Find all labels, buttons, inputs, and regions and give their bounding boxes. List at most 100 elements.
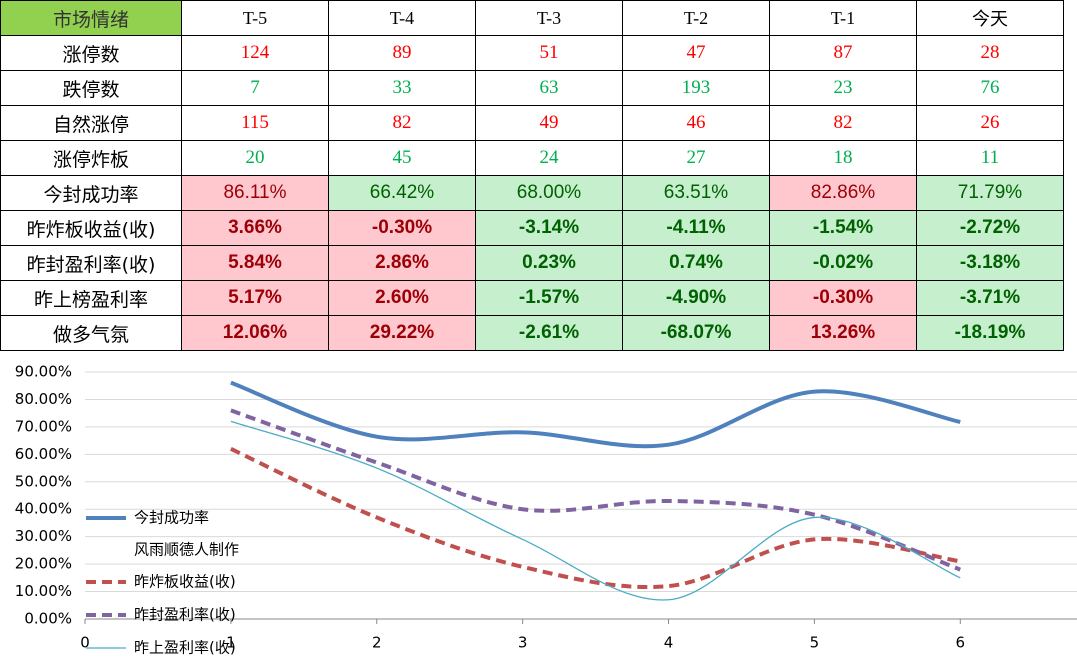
table-cell: 45 bbox=[328, 140, 476, 176]
y-tick-label: 20.00% bbox=[15, 555, 72, 573]
table-cell: 49 bbox=[475, 105, 623, 141]
table-cell: 86.11% bbox=[181, 175, 329, 211]
y-tick-label: 0.00% bbox=[24, 610, 72, 628]
x-tick-label: 4 bbox=[664, 634, 674, 652]
table-cell: 46 bbox=[622, 105, 770, 141]
table-cell: -18.19% bbox=[916, 315, 1064, 351]
table-cell: 82 bbox=[328, 105, 476, 141]
table-cell: 0.23% bbox=[475, 245, 623, 281]
header-cell: T-2 bbox=[622, 0, 770, 36]
table-cell: -68.07% bbox=[622, 315, 770, 351]
row-label: 跌停数 bbox=[0, 70, 182, 106]
row-label: 昨炸板收益(收) bbox=[0, 210, 182, 246]
table-cell: 63 bbox=[475, 70, 623, 106]
legend-label: 昨上盈利率(收) bbox=[134, 639, 236, 657]
table-row: 今封成功率 86.11% 66.42% 68.00% 63.51% 82.86% 71.79… bbox=[0, 175, 1064, 211]
row-label: 今封成功率 bbox=[0, 175, 182, 211]
y-tick-label: 40.00% bbox=[15, 500, 72, 518]
table-cell: 33 bbox=[328, 70, 476, 106]
table-cell: 87 bbox=[769, 35, 917, 71]
table-cell: 5.17% bbox=[181, 280, 329, 316]
row-label: 涨停炸板 bbox=[0, 140, 182, 176]
table-cell: 3.66% bbox=[181, 210, 329, 246]
row-label: 昨封盈利率(收) bbox=[0, 245, 182, 281]
table-cell: 89 bbox=[328, 35, 476, 71]
table-cell: 20 bbox=[181, 140, 329, 176]
table-cell: 124 bbox=[181, 35, 329, 71]
table-cell: 13.26% bbox=[769, 315, 917, 351]
table-cell: 28 bbox=[916, 35, 1064, 71]
legend-label: 昨炸板收益(收) bbox=[134, 573, 236, 591]
table-cell: 193 bbox=[622, 70, 770, 106]
table-cell: 47 bbox=[622, 35, 770, 71]
series-line bbox=[230, 408, 961, 572]
table-row: 昨上榜盈利率 5.17% 2.60% -1.57% -4.90% -0.30% -3.71% bbox=[0, 280, 1064, 316]
table-cell: -3.71% bbox=[916, 280, 1064, 316]
series-line bbox=[230, 447, 961, 590]
legend-label: 昨封盈利率(收) bbox=[134, 606, 236, 624]
row-label: 昨上榜盈利率 bbox=[0, 280, 182, 316]
x-tick-label: 6 bbox=[956, 634, 966, 652]
y-tick-label: 10.00% bbox=[15, 582, 72, 600]
table-row: 涨停炸板 20 45 24 27 18 11 bbox=[0, 140, 1064, 176]
table-cell: 12.06% bbox=[181, 315, 329, 351]
row-label: 做多气氛 bbox=[0, 315, 182, 351]
header-cell: T-3 bbox=[475, 0, 623, 36]
header-cell: T-4 bbox=[328, 0, 476, 36]
table-cell: 18 bbox=[769, 140, 917, 176]
x-tick-label: 2 bbox=[372, 634, 382, 652]
y-tick-label: 30.00% bbox=[15, 527, 72, 545]
header-cell: 市场情绪 bbox=[0, 0, 182, 36]
table-cell: 63.51% bbox=[622, 175, 770, 211]
table-cell: 68.00% bbox=[475, 175, 623, 211]
y-tick-label: 70.00% bbox=[15, 417, 72, 435]
table-cell: 76 bbox=[916, 70, 1064, 106]
series-line bbox=[230, 380, 961, 449]
table-cell: -2.72% bbox=[916, 210, 1064, 246]
row-label: 自然涨停 bbox=[0, 105, 182, 141]
data-table: 市场情绪 T-5 T-4 T-3 T-2 T-1 今天 涨停数 124 89 51 47 87 28 跌停数… bbox=[0, 0, 1064, 351]
table-row: 涨停数 124 89 51 47 87 28 bbox=[0, 35, 1064, 71]
table-cell: 82.86% bbox=[769, 175, 917, 211]
table-cell: -3.18% bbox=[916, 245, 1064, 281]
x-tick-label: 3 bbox=[518, 634, 528, 652]
legend-label: 今封成功率 bbox=[134, 509, 209, 527]
table-cell: 2.86% bbox=[328, 245, 476, 281]
table-cell: 115 bbox=[181, 105, 329, 141]
y-tick-label: 60.00% bbox=[15, 445, 72, 463]
table-row: 昨封盈利率(收) 5.84% 2.86% 0.23% 0.74% -0.02% -3.18% bbox=[0, 245, 1064, 281]
table-cell: 51 bbox=[475, 35, 623, 71]
table-cell: -1.57% bbox=[475, 280, 623, 316]
table-cell: 29.22% bbox=[328, 315, 476, 351]
table-cell: 71.79% bbox=[916, 175, 1064, 211]
table-cell: 27 bbox=[622, 140, 770, 176]
y-tick-label: 80.00% bbox=[15, 390, 72, 408]
x-tick-label: 5 bbox=[810, 634, 820, 652]
x-tick-label: 0 bbox=[80, 634, 90, 652]
table-cell: 11 bbox=[916, 140, 1064, 176]
chart: 0.00% 10.00% 20.00% 30.00% 40.00% 50.00% 60.00… bbox=[15, 363, 1077, 657]
table-cell: 7 bbox=[181, 70, 329, 106]
table-cell: 5.84% bbox=[181, 245, 329, 281]
table-cell: -4.11% bbox=[622, 210, 770, 246]
table-cell: -2.61% bbox=[475, 315, 623, 351]
table-cell: -0.02% bbox=[769, 245, 917, 281]
x-tick-label: 1 bbox=[226, 634, 236, 652]
table-cell: 2.60% bbox=[328, 280, 476, 316]
y-tick-label: 50.00% bbox=[15, 472, 72, 490]
table-cell: 23 bbox=[769, 70, 917, 106]
y-tick-label: 90.00% bbox=[15, 363, 72, 381]
table-row: 自然涨停 115 82 49 46 82 26 bbox=[0, 105, 1064, 141]
table-cell: 82 bbox=[769, 105, 917, 141]
annotation: 风雨顺德人制作 bbox=[134, 541, 239, 559]
table-cell: -4.90% bbox=[622, 280, 770, 316]
header-cell: 今天 bbox=[916, 0, 1064, 36]
table-cell: 0.74% bbox=[622, 245, 770, 281]
table-cell: 66.42% bbox=[328, 175, 476, 211]
table-cell: 26 bbox=[916, 105, 1064, 141]
table-row: 昨炸板收益(收) 3.66% -0.30% -3.14% -4.11% -1.54% -2.… bbox=[0, 210, 1064, 246]
header-cell: T-1 bbox=[769, 0, 917, 36]
table-cell: -3.14% bbox=[475, 210, 623, 246]
header-cell: T-5 bbox=[181, 0, 329, 36]
